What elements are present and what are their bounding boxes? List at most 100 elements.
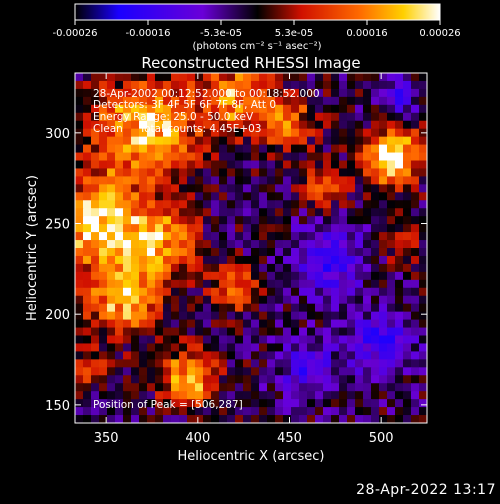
heatmap-cell <box>371 375 380 384</box>
heatmap-cell <box>339 343 348 352</box>
heatmap-cell <box>179 248 188 257</box>
heatmap-cell <box>347 263 356 273</box>
heatmap-cell <box>355 80 364 90</box>
heatmap-cell <box>419 383 427 392</box>
heatmap-cell <box>387 303 396 313</box>
heatmap-cell <box>355 128 364 138</box>
heatmap-cell <box>339 279 348 289</box>
heatmap-cell <box>131 168 140 177</box>
heatmap-cell <box>83 303 92 313</box>
heatmap-cell <box>411 88 420 98</box>
heatmap-cell <box>355 160 364 170</box>
heatmap-cell <box>107 73 116 82</box>
heatmap-cell <box>283 287 292 297</box>
heatmap-cell <box>251 351 260 360</box>
heatmap-cell <box>75 136 84 146</box>
heatmap-cell <box>395 415 404 423</box>
heatmap-cell <box>147 120 156 130</box>
heatmap-cell <box>107 168 116 177</box>
heatmap-cell <box>323 216 332 225</box>
heatmap-cell <box>227 375 236 384</box>
heatmap-cell <box>179 80 188 90</box>
heatmap-cell <box>299 88 308 98</box>
heatmap-cell <box>419 367 427 376</box>
heatmap-cell <box>307 168 316 177</box>
heatmap-cell <box>275 248 284 257</box>
heatmap-cell <box>203 383 212 392</box>
heatmap-cell <box>179 192 188 201</box>
heatmap-cell <box>291 136 300 146</box>
heatmap-cell <box>179 73 188 82</box>
heatmap-cell <box>115 383 124 392</box>
heatmap-cell <box>299 279 308 289</box>
heatmap-cell <box>387 415 396 423</box>
heatmap-cell <box>275 120 284 130</box>
heatmap-cell <box>363 367 372 376</box>
heatmap-cell <box>171 287 180 297</box>
heatmap-cell <box>115 176 124 185</box>
heatmap-cell <box>371 88 380 98</box>
heatmap-cell <box>115 144 124 154</box>
heatmap-cell <box>299 120 308 130</box>
heatmap-cell <box>75 287 84 297</box>
heatmap-cell <box>307 120 316 130</box>
heatmap-cell <box>259 399 268 408</box>
heatmap-cell <box>315 391 324 400</box>
heatmap-cell <box>395 343 404 352</box>
heatmap-cell <box>131 415 140 423</box>
heatmap-cell <box>107 303 116 313</box>
heatmap-cell <box>371 271 380 281</box>
heatmap-cell <box>379 136 388 146</box>
heatmap-cell <box>219 232 228 241</box>
heatmap-cell <box>259 152 268 162</box>
heatmap-cell <box>91 335 100 345</box>
heatmap-cell <box>323 224 332 233</box>
heatmap-cell <box>99 311 108 321</box>
heatmap-cell <box>355 240 364 249</box>
heatmap-cell <box>99 248 108 257</box>
heatmap-cell <box>315 383 324 392</box>
heatmap-cell <box>187 279 196 289</box>
heatmap-cell <box>275 144 284 154</box>
heatmap-cell <box>307 73 316 82</box>
heatmap-cell <box>323 240 332 249</box>
heatmap-cell <box>275 73 284 82</box>
heatmap-cell <box>259 176 268 185</box>
heatmap-cell <box>179 415 188 423</box>
heatmap-cell <box>123 327 132 337</box>
heatmap-cell <box>403 232 412 241</box>
heatmap-cell <box>83 88 92 98</box>
heatmap-cell <box>259 319 268 329</box>
heatmap-cell <box>83 375 92 384</box>
heatmap-cell <box>235 335 244 345</box>
heatmap-cell <box>411 271 420 281</box>
heatmap-cell <box>147 136 156 146</box>
heatmap-cell <box>227 120 236 130</box>
heatmap-cell <box>251 271 260 281</box>
heatmap-cell <box>99 295 108 305</box>
heatmap-cell <box>171 96 180 106</box>
heatmap-cell <box>379 80 388 90</box>
heatmap-cell <box>347 160 356 170</box>
heatmap-cell <box>227 271 236 281</box>
heatmap-cell <box>203 120 212 130</box>
heatmap-cell <box>163 271 172 281</box>
heatmap-cell <box>323 399 332 408</box>
heatmap-cell <box>299 152 308 162</box>
heatmap-cell <box>179 168 188 177</box>
heatmap-cell <box>243 232 252 241</box>
heatmap-cell <box>395 391 404 400</box>
heatmap-cell <box>371 279 380 289</box>
heatmap-cell <box>291 311 300 321</box>
heatmap-cell <box>299 232 308 241</box>
heatmap-cell <box>99 399 108 408</box>
heatmap-cell <box>99 224 108 233</box>
heatmap-cell <box>171 224 180 233</box>
heatmap-cell <box>315 96 324 106</box>
heatmap-cell <box>91 415 100 423</box>
heatmap-cell <box>195 152 204 162</box>
heatmap-cell <box>91 248 100 257</box>
heatmap-cell <box>323 407 332 416</box>
heatmap-cell <box>411 391 420 400</box>
heatmap-cell <box>347 255 356 265</box>
